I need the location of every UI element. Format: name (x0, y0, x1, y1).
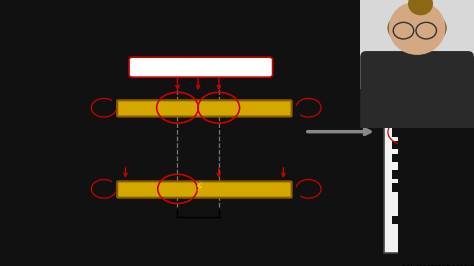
Bar (360, 0, 474, 89)
Bar (446, 141, 474, 149)
Bar (446, 69, 474, 78)
Bar (446, 98, 474, 107)
Bar (446, 128, 474, 136)
Bar (392, 141, 422, 149)
Bar (384, 19, 474, 253)
Bar (446, 183, 474, 192)
Bar (392, 86, 422, 94)
Bar (392, 56, 422, 65)
Bar (392, 170, 422, 179)
FancyBboxPatch shape (117, 181, 292, 198)
Bar (446, 153, 474, 162)
Text: digest, separate: digest, separate (302, 118, 361, 124)
Text: normal: normal (395, 7, 420, 13)
Bar (392, 98, 422, 107)
Ellipse shape (408, 0, 433, 15)
Text: mutated
DNA: mutated DNA (446, 0, 474, 3)
Text: normal: normal (212, 44, 239, 53)
Bar (446, 111, 474, 120)
FancyBboxPatch shape (117, 100, 292, 117)
Bar (392, 111, 422, 120)
Bar (446, 43, 474, 52)
Ellipse shape (389, 1, 446, 55)
Bar (392, 69, 422, 78)
Bar (392, 43, 422, 52)
FancyBboxPatch shape (360, 51, 474, 134)
Bar (446, 170, 474, 179)
Bar (446, 86, 474, 94)
Bar (446, 215, 474, 224)
Text: probed region: probed region (171, 222, 225, 231)
Bar (392, 153, 422, 162)
Bar (392, 215, 422, 224)
Text: mutation
destroys one
restriction site: mutation destroys one restriction site (75, 118, 126, 138)
Bar (446, 56, 474, 65)
Text: restriction enzyme (MstI): restriction enzyme (MstI) (155, 64, 246, 70)
Bar (392, 31, 422, 39)
Bar (446, 31, 474, 39)
Text: Then separated using gel electrophoresis.: Then separated using gel electrophoresis… (22, 12, 401, 30)
Text: gel electrophoresis: gel electrophoresis (401, 263, 474, 266)
Bar (392, 183, 422, 192)
Ellipse shape (388, 9, 447, 47)
Text: ⚡: ⚡ (195, 181, 203, 194)
FancyBboxPatch shape (129, 57, 273, 77)
Bar (392, 128, 422, 136)
